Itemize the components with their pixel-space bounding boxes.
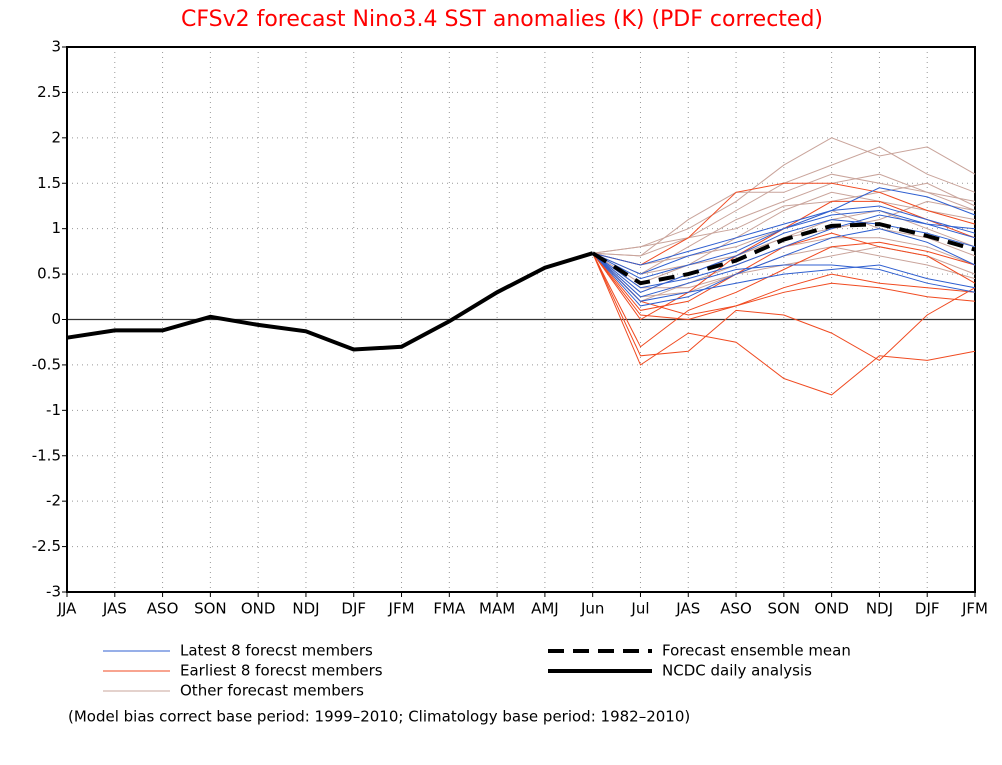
member-line — [592, 228, 976, 307]
member-line — [592, 241, 976, 348]
x-tick-label: OND — [814, 600, 849, 618]
x-tick-label: JJA — [57, 600, 78, 618]
y-tick-label: 1.5 — [37, 174, 61, 192]
y-tick-label: 0 — [51, 310, 61, 328]
x-tick-label: NDJ — [292, 600, 319, 618]
x-tick-label: DJF — [915, 600, 940, 618]
member-line — [592, 252, 976, 298]
legend-label: Other forecast members — [180, 682, 364, 700]
y-tick-label: 0.5 — [37, 265, 61, 283]
footnote: (Model bias correct base period: 1999–20… — [68, 708, 690, 726]
y-tick-label: -0.5 — [32, 355, 61, 373]
legend-label: Earliest 8 forecst members — [180, 662, 383, 680]
y-tick-label: 2.5 — [37, 83, 61, 101]
y-tick-label: -2 — [46, 492, 61, 510]
y-tick-label: 3 — [51, 38, 61, 56]
member-line — [592, 137, 976, 254]
member-line — [592, 252, 976, 321]
member-line — [592, 214, 976, 289]
plot-frame — [66, 46, 976, 593]
x-tick-label: FMA — [433, 600, 466, 618]
member-line — [592, 252, 976, 302]
observed-line — [66, 251, 594, 352]
x-tick-label: Jul — [630, 600, 649, 618]
member-line — [592, 200, 976, 321]
x-tick-label: NDJ — [866, 600, 893, 618]
member-line — [592, 209, 976, 275]
legend-label: NCDC daily analysis — [662, 662, 812, 680]
x-tick-label: JAS — [675, 600, 700, 618]
x-tick-label: SON — [194, 600, 227, 618]
x-tick-label: ASO — [147, 600, 179, 618]
y-tick-label: -1.5 — [32, 446, 61, 464]
x-tick-label: SON — [768, 600, 801, 618]
y-tick-label: 1 — [51, 219, 61, 237]
x-tick-label: JFM — [961, 600, 988, 618]
member-line — [592, 187, 976, 266]
x-tick-label: MAM — [479, 600, 515, 618]
member-line — [592, 252, 976, 362]
mean-line — [591, 222, 976, 286]
y-tick-label: -2.5 — [32, 537, 61, 555]
y-tick-label: 2 — [51, 128, 61, 146]
x-tick-label: JAS — [102, 600, 127, 618]
member-line — [592, 252, 976, 316]
x-tick-label: Jun — [580, 600, 604, 618]
x-tick-label: JFM — [388, 600, 415, 618]
legend-label: Forecast ensemble mean — [662, 642, 851, 660]
x-tick-label: ASO — [720, 600, 752, 618]
legend-label: Latest 8 forecst members — [180, 642, 373, 660]
chart-title: CFSv2 forecast Nino3.4 SST anomalies (K)… — [181, 7, 823, 32]
member-line — [592, 182, 976, 254]
y-tick-label: -1 — [46, 401, 61, 419]
x-tick-label: AMJ — [531, 600, 559, 618]
member-line — [592, 182, 976, 266]
y-tick-label: -3 — [46, 583, 61, 601]
x-tick-label: DJF — [341, 600, 366, 618]
x-tick-label: OND — [241, 600, 276, 618]
